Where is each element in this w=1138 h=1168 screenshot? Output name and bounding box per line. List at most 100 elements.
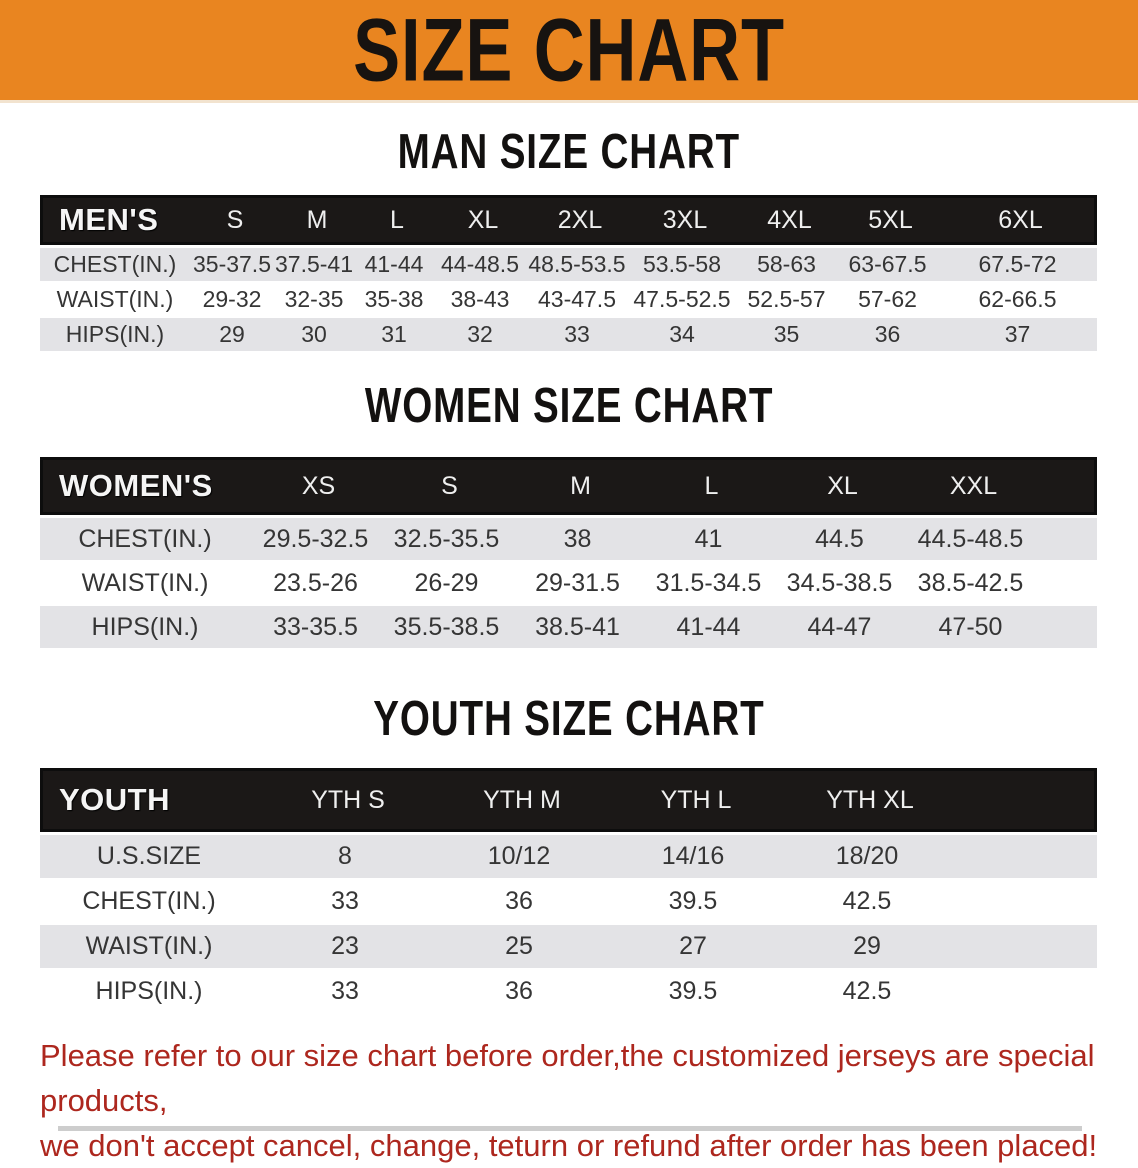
section-women: WOMEN SIZE CHART WOMEN'S XS S M L XL XXL CHEST(… xyxy=(0,377,1138,648)
row-label: HIPS(IN.) xyxy=(91,612,199,641)
men-size-column: 2XL xyxy=(557,205,603,234)
women-corner-label: WOMEN'S xyxy=(59,468,213,503)
men-table-row: HIPS(IN.) 29 30 31 32 33 34 35 36 37 xyxy=(40,318,1097,351)
table-cell: 33 xyxy=(331,977,359,1005)
table-cell: 36 xyxy=(505,887,533,915)
table-cell: 10/12 xyxy=(487,842,551,870)
table-cell: 27 xyxy=(679,932,707,960)
table-cell: 42.5 xyxy=(842,977,892,1005)
table-cell: 48.5-53.5 xyxy=(528,251,626,277)
youth-table-row: U.S.SIZE 8 10/12 14/16 18/20 xyxy=(40,835,1097,878)
table-cell: 58-63 xyxy=(757,251,816,277)
youth-table-row: WAIST(IN.) 23 25 27 29 xyxy=(40,925,1097,968)
men-size-column: XL xyxy=(467,205,499,234)
table-cell: 53.5-58 xyxy=(642,251,721,277)
table-cell: 52.5-57 xyxy=(747,286,826,312)
table-cell: 38.5-42.5 xyxy=(917,568,1024,597)
men-size-column: 6XL xyxy=(998,205,1043,234)
table-cell: 39.5 xyxy=(668,977,718,1005)
table-cell: 25 xyxy=(505,932,533,960)
table-cell: 8 xyxy=(338,842,352,870)
table-cell: 32-35 xyxy=(284,286,344,312)
women-table-row: WAIST(IN.) 23.5-26 26-29 29-31.5 31.5-34.5 34… xyxy=(40,562,1097,604)
section-men: MAN SIZE CHART MEN'S S M L XL 2XL 3XL 4XL 5XL 6XL… xyxy=(0,123,1138,351)
women-table-header: WOMEN'S XS S M L XL XXL xyxy=(40,457,1097,515)
men-size-column: L xyxy=(390,205,404,234)
youth-table-row: CHEST(IN.) 33 36 39.5 42.5 xyxy=(40,880,1097,923)
men-table-row: CHEST(IN.) 35-37.5 37.5-41 41-44 44-48.5 48.5… xyxy=(40,248,1097,281)
table-cell: 44-48.5 xyxy=(440,251,519,277)
women-size-column: L xyxy=(704,471,719,500)
table-cell: 39.5 xyxy=(668,887,718,915)
table-cell: 33 xyxy=(331,887,359,915)
table-cell: 43-47.5 xyxy=(537,286,616,312)
bottom-divider xyxy=(58,1126,1082,1131)
row-label: CHEST(IN.) xyxy=(53,251,177,277)
table-cell: 57-62 xyxy=(858,286,917,312)
row-label: WAIST(IN.) xyxy=(56,286,174,312)
men-size-column: 5XL xyxy=(868,205,913,234)
table-cell: 37 xyxy=(1004,321,1031,347)
table-cell: 42.5 xyxy=(842,887,892,915)
table-cell: 41-44 xyxy=(676,612,741,641)
footer-note: Please refer to our size chart before or… xyxy=(40,1033,1138,1168)
women-size-column: S xyxy=(441,471,458,500)
youth-size-table: YOUTH YTH S YTH M YTH L YTH XL U.S.SIZE 8 10/12… xyxy=(40,768,1097,1013)
women-size-column: XS xyxy=(301,471,336,500)
men-size-column: 4XL xyxy=(767,205,812,234)
table-cell: 37.5-41 xyxy=(274,251,353,277)
women-title-wrap: WOMEN SIZE CHART xyxy=(0,377,1138,433)
table-cell: 29 xyxy=(853,932,881,960)
row-label: CHEST(IN.) xyxy=(82,887,216,915)
row-label: WAIST(IN.) xyxy=(81,568,209,597)
table-cell: 32.5-35.5 xyxy=(393,524,500,553)
table-cell: 34.5-38.5 xyxy=(786,568,893,597)
table-cell: 29-31.5 xyxy=(535,568,620,597)
youth-section-title: YOUTH SIZE CHART xyxy=(373,690,765,746)
men-section-title: MAN SIZE CHART xyxy=(397,123,741,179)
table-cell: 32 xyxy=(467,321,493,347)
table-cell: 31.5-34.5 xyxy=(655,568,762,597)
table-cell: 41 xyxy=(694,524,723,553)
row-label: HIPS(IN.) xyxy=(65,321,165,347)
youth-title-wrap: YOUTH SIZE CHART xyxy=(0,690,1138,746)
youth-size-column: YTH S xyxy=(311,785,385,814)
table-cell: 30 xyxy=(301,321,327,347)
youth-size-column: YTH XL xyxy=(826,785,914,814)
row-label: WAIST(IN.) xyxy=(85,932,213,960)
youth-table-row: HIPS(IN.) 33 36 39.5 42.5 xyxy=(40,970,1097,1013)
men-size-table: MEN'S S M L XL 2XL 3XL 4XL 5XL 6XL CHEST(IN.) 35-37… xyxy=(40,195,1097,351)
table-cell: 35.5-38.5 xyxy=(393,612,500,641)
table-cell: 23.5-26 xyxy=(273,568,358,597)
men-table-row: WAIST(IN.) 29-32 32-35 35-38 38-43 43-47.5 47.… xyxy=(40,283,1097,316)
table-cell: 47.5-52.5 xyxy=(633,286,731,312)
men-size-column: S xyxy=(226,205,244,234)
women-size-table: WOMEN'S XS S M L XL XXL CHEST(IN.) 29.5-32.5 32.5… xyxy=(40,457,1097,648)
table-cell: 44-47 xyxy=(807,612,872,641)
men-size-column: M xyxy=(306,205,328,234)
table-cell: 23 xyxy=(331,932,359,960)
table-cell: 35 xyxy=(773,321,800,347)
men-table-header: MEN'S S M L XL 2XL 3XL 4XL 5XL 6XL xyxy=(40,195,1097,245)
table-cell: 33 xyxy=(564,321,590,347)
table-cell: 14/16 xyxy=(661,842,725,870)
women-size-column: M xyxy=(570,471,591,500)
table-cell: 38 xyxy=(563,524,592,553)
women-table-row: HIPS(IN.) 33-35.5 35.5-38.5 38.5-41 41-44 44-… xyxy=(40,606,1097,648)
women-size-column: XXL xyxy=(949,471,998,500)
table-cell: 33-35.5 xyxy=(273,612,358,641)
men-title-wrap: MAN SIZE CHART xyxy=(0,123,1138,179)
row-label: CHEST(IN.) xyxy=(78,524,212,553)
women-section-title: WOMEN SIZE CHART xyxy=(364,377,774,433)
table-cell: 26-29 xyxy=(414,568,479,597)
youth-table-header: YOUTH YTH S YTH M YTH L YTH XL xyxy=(40,768,1097,832)
table-cell: 47-50 xyxy=(938,612,1003,641)
youth-size-column: YTH M xyxy=(483,785,561,814)
row-label: HIPS(IN.) xyxy=(95,977,203,1005)
men-corner-label: MEN'S xyxy=(59,202,159,237)
table-cell: 38.5-41 xyxy=(535,612,620,641)
table-cell: 67.5-72 xyxy=(978,251,1057,277)
table-cell: 44.5-48.5 xyxy=(917,524,1024,553)
table-cell: 18/20 xyxy=(835,842,899,870)
banner: SIZE CHART xyxy=(0,0,1138,103)
